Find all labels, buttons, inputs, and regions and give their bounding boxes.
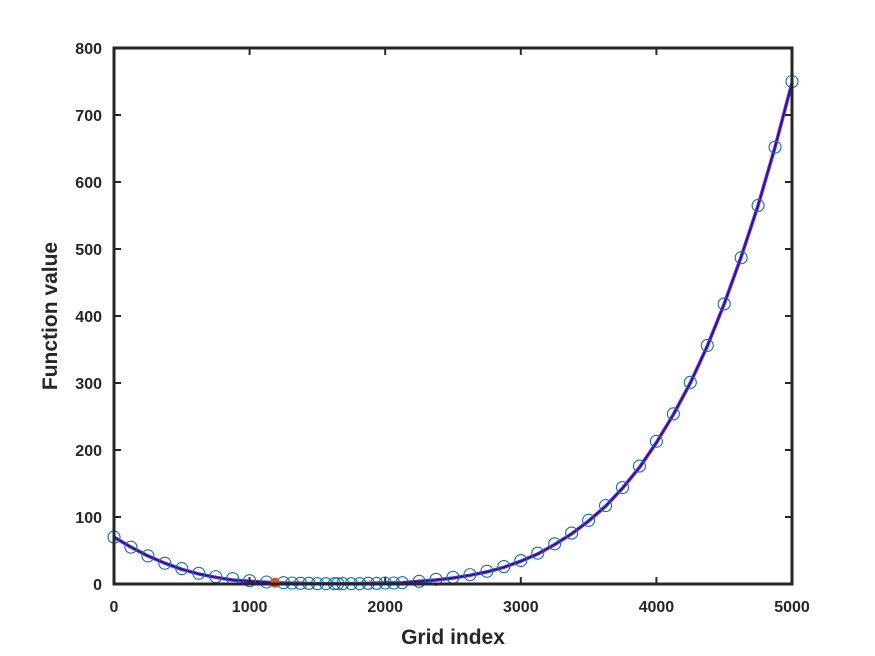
data-point — [632, 459, 647, 473]
y-axis-label: Function value — [39, 242, 62, 390]
data-point — [768, 140, 782, 154]
data-point — [412, 574, 426, 588]
x-tick-label: 3000 — [503, 599, 539, 616]
y-tick-label: 300 — [75, 376, 102, 393]
x-tick-label: 5000 — [774, 599, 810, 616]
data-point — [734, 251, 748, 265]
data-point — [666, 407, 680, 421]
x-tick-label: 0 — [110, 599, 119, 616]
data-point — [480, 564, 494, 578]
data-point — [124, 540, 138, 554]
data-point — [751, 198, 765, 212]
x-axis-label: Grid index — [401, 626, 505, 649]
y-tick-label: 600 — [75, 175, 102, 192]
x-tick-label: 1000 — [232, 599, 268, 616]
data-point — [141, 549, 155, 563]
data-point — [192, 566, 206, 580]
data-point — [683, 375, 697, 389]
data-point — [548, 537, 562, 551]
data-point — [598, 499, 613, 513]
data-point — [243, 574, 257, 588]
series-line-overlay — [113, 82, 793, 585]
y-tick-label: 400 — [75, 309, 102, 326]
data-point — [158, 556, 172, 570]
data-point — [514, 553, 528, 568]
data-point — [700, 338, 714, 353]
data-point — [565, 526, 579, 540]
y-tick-label: 700 — [75, 108, 102, 125]
data-point — [582, 513, 596, 527]
y-tick-label: 200 — [75, 443, 102, 460]
data-point — [615, 480, 630, 495]
data-point — [717, 297, 731, 311]
y-tick-label: 0 — [93, 577, 102, 594]
data-point — [531, 546, 545, 560]
y-tick-label: 800 — [75, 41, 102, 58]
y-tick-label: 500 — [75, 242, 102, 259]
data-point — [175, 562, 189, 576]
plot-area — [114, 48, 792, 584]
data-point — [463, 568, 477, 582]
tick-layer: 0 1000 2000 3000 4000 5000 0 100 200 300 400 500 600… — [75, 41, 810, 616]
x-tick-label: 2000 — [367, 599, 403, 616]
y-tick-label: 100 — [75, 510, 102, 527]
data-point — [497, 560, 511, 574]
data-point — [649, 434, 663, 448]
x-tick-label: 4000 — [639, 599, 675, 616]
